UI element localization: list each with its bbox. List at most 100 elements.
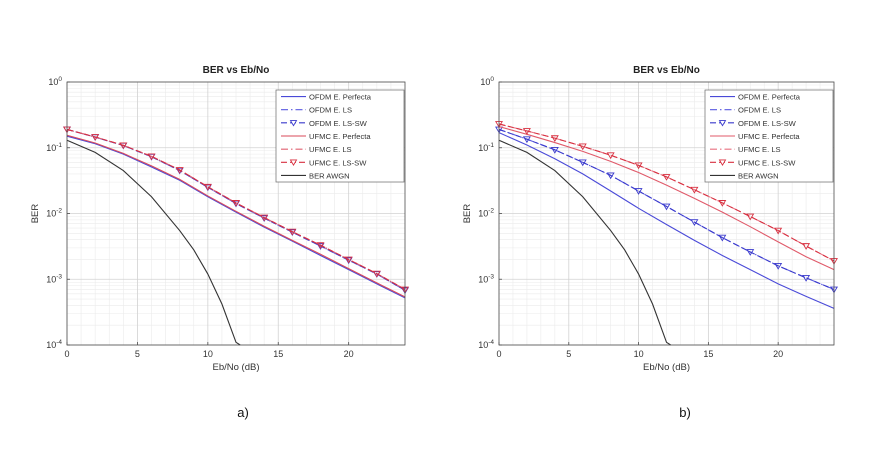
data-point <box>606 152 615 160</box>
y-tick-label-exponent: -2 <box>488 208 494 215</box>
data-point <box>91 134 100 141</box>
y-tick-label: 10-4 <box>46 339 62 350</box>
x-tick-label: 15 <box>703 349 713 359</box>
y-tick-label-base: 10 <box>48 77 58 87</box>
data-point <box>634 188 643 195</box>
data-point <box>774 227 783 235</box>
x-tick-label: 20 <box>344 349 354 359</box>
data-point <box>690 219 699 226</box>
y-tick-label-base: 10 <box>478 340 488 350</box>
panel-label: b) <box>679 405 691 420</box>
y-tick-label-exponent: -2 <box>56 208 62 215</box>
x-tick-label: 5 <box>566 349 571 359</box>
y-tick-label: 10-1 <box>478 142 494 153</box>
series-group <box>495 121 838 346</box>
legend-entry-label: UFMC E. Perfecta <box>309 132 371 141</box>
y-tick-label-exponent: -4 <box>488 339 494 346</box>
data-point <box>147 153 156 161</box>
y-axis-label: BER <box>30 204 41 224</box>
x-tick-label: 0 <box>64 349 69 359</box>
legend-entry-label: UFMC E. LS-SW <box>309 158 367 167</box>
y-tick-label: 100 <box>480 76 494 87</box>
y-tick-label-exponent: -3 <box>488 273 494 280</box>
y-tick-label-exponent: -4 <box>56 339 62 346</box>
legend-box <box>704 89 834 183</box>
y-tick-label-base: 10 <box>480 77 490 87</box>
data-point <box>718 200 727 207</box>
data-point <box>662 174 671 181</box>
data-point <box>316 242 325 250</box>
series-line <box>66 134 406 298</box>
y-tick-label-base: 10 <box>46 143 56 153</box>
y-tick-label: 10-4 <box>478 339 494 350</box>
x-tick-label: 10 <box>203 349 213 359</box>
y-tick-label-exponent: 0 <box>58 76 62 83</box>
data-point <box>550 146 559 154</box>
y-tick-label-base: 10 <box>46 274 56 284</box>
series-line <box>498 132 835 309</box>
y-tick-label: 10-2 <box>46 208 62 219</box>
y-tick-label: 100 <box>48 76 62 87</box>
data-point <box>344 256 353 264</box>
legend-entry-label: UFMC E. LS <box>738 145 781 154</box>
legend-marker <box>718 120 727 127</box>
y-tick-label-exponent: -3 <box>56 273 62 280</box>
chart-title: BER vs Eb/No <box>203 65 270 76</box>
legend-entry-label: OFDM E. Perfecta <box>738 93 801 102</box>
grid <box>498 81 834 346</box>
series-line <box>66 135 406 299</box>
y-tick-label-base: 10 <box>478 143 488 153</box>
data-point <box>774 262 783 270</box>
data-point <box>690 186 699 194</box>
legend-entry-label: UFMC E. LS <box>309 145 352 154</box>
data-point <box>119 142 128 150</box>
data-point <box>662 203 671 211</box>
legend: OFDM E. Perfecta OFDM E. LS OFDM E. LS-SW U… <box>704 89 834 183</box>
y-tick-label-exponent: -1 <box>56 142 62 149</box>
data-point <box>203 183 212 191</box>
x-axis-label: Eb/No (dB) <box>213 362 260 373</box>
series-line <box>498 123 835 262</box>
y-tick-label-exponent: 0 <box>490 76 494 83</box>
panel-label: a) <box>237 405 249 420</box>
y-tick-label-base: 10 <box>46 209 56 219</box>
series-line <box>66 139 241 346</box>
y-axis-label: BER <box>462 204 473 224</box>
legend-entry-label: UFMC E. Perfecta <box>738 132 800 141</box>
data-point <box>718 234 727 242</box>
legend-entry-label: OFDM E. LS <box>738 106 781 115</box>
legend-marker <box>289 159 298 166</box>
series-line <box>498 128 835 290</box>
data-point <box>578 143 587 151</box>
data-point <box>578 159 587 167</box>
data-point <box>634 162 643 170</box>
data-point <box>522 136 531 144</box>
legend: OFDM E. Perfecta OFDM E. LS OFDM E. LS-SW U… <box>275 89 405 183</box>
data-point <box>802 275 811 282</box>
x-tick-label: 0 <box>496 349 501 359</box>
chart-title: BER vs Eb/No <box>633 65 700 76</box>
y-tick-label: 10-3 <box>478 273 494 284</box>
series-group <box>63 126 409 346</box>
data-point <box>288 228 297 236</box>
y-tick-label-base: 10 <box>478 274 488 284</box>
data-point <box>550 135 559 143</box>
series-line <box>498 139 671 346</box>
data-point <box>802 243 811 250</box>
x-tick-label: 10 <box>634 349 644 359</box>
data-point <box>746 213 755 221</box>
legend-entry-label: BER AWGN <box>738 171 779 180</box>
series-line <box>498 126 835 271</box>
data-point <box>522 128 531 135</box>
x-tick-label: 15 <box>273 349 283 359</box>
data-point <box>232 200 240 207</box>
x-tick-label: 20 <box>773 349 783 359</box>
y-tick-label: 10-2 <box>478 208 494 219</box>
legend-marker <box>289 120 298 127</box>
data-point <box>372 270 381 278</box>
